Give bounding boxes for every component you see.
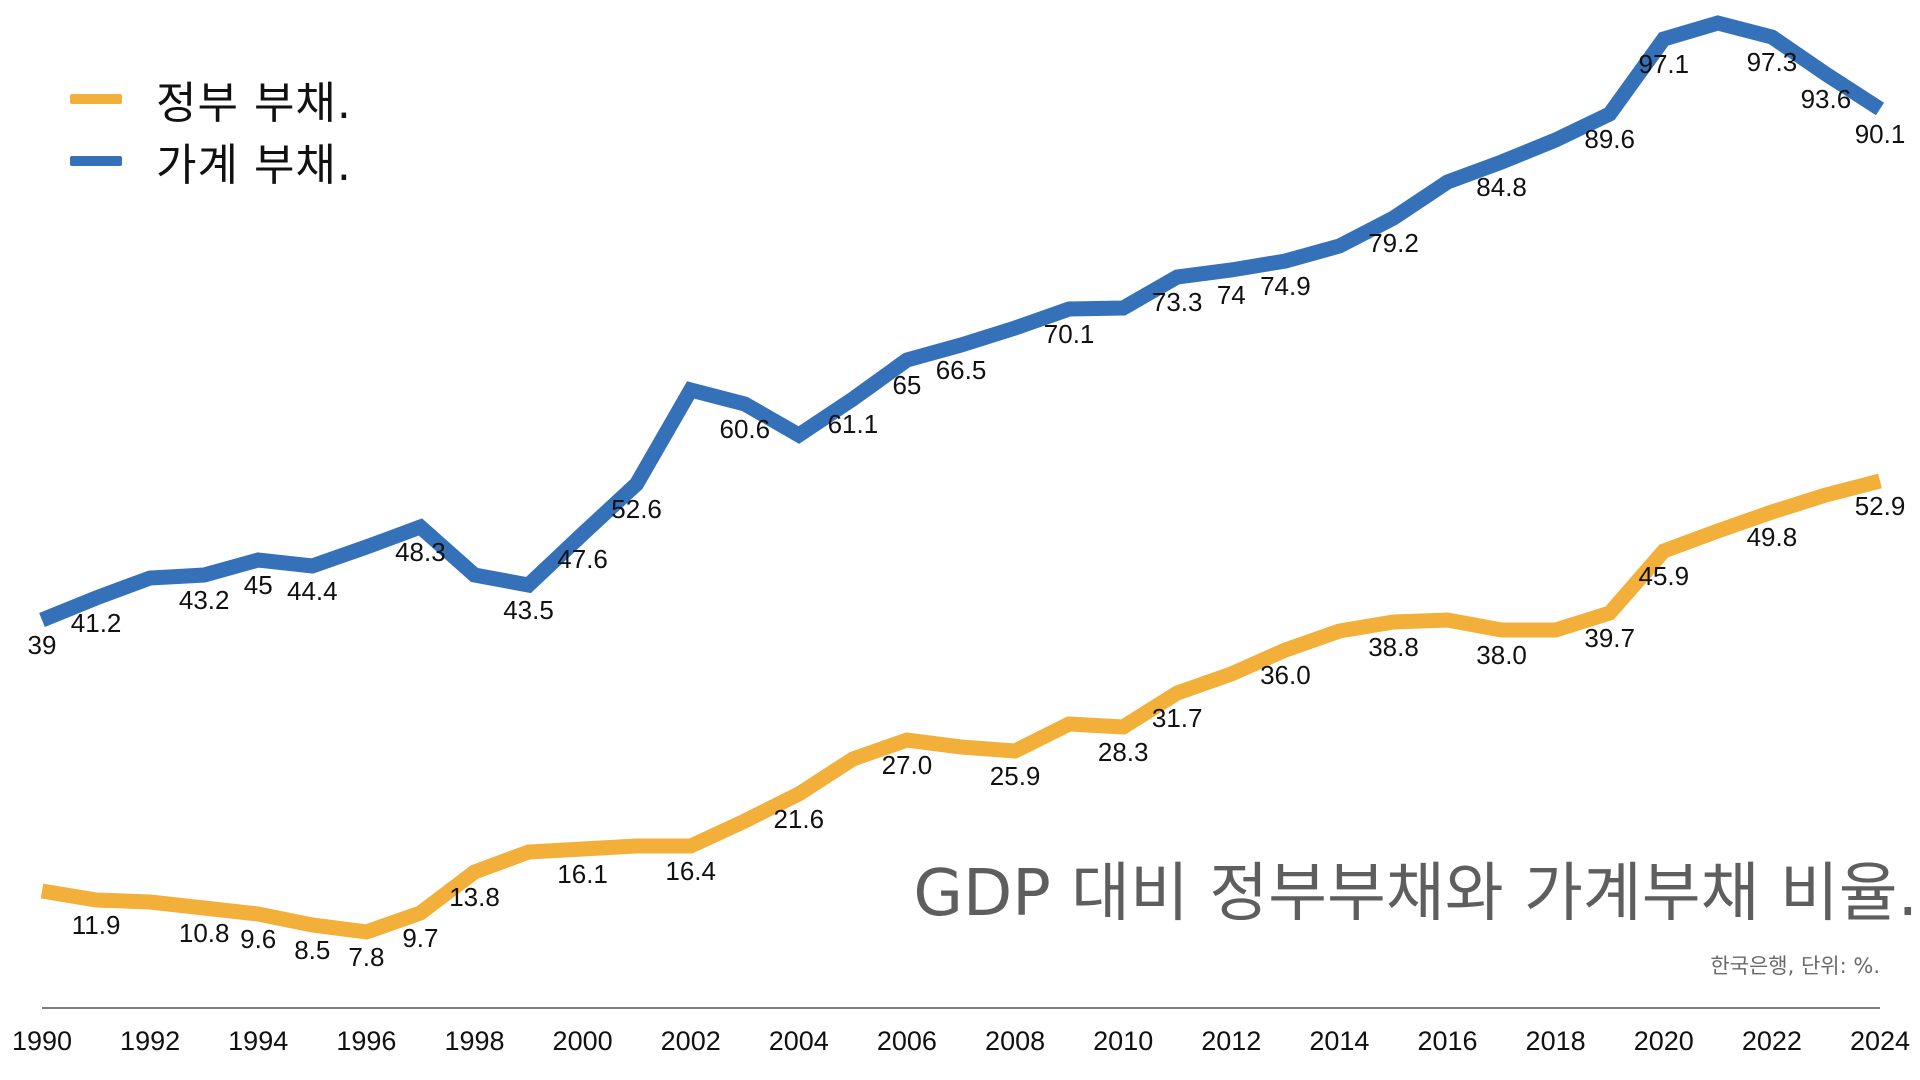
data-label: 74	[1217, 280, 1246, 310]
x-tick-label: 2016	[1417, 1026, 1477, 1056]
data-label-layer: 11.9 10.8 9.6 8.5 7.8 9.7 13.8 16.1 16.4 21.6 27.0…	[28, 47, 1906, 972]
data-label: 97.3	[1747, 47, 1798, 77]
data-label: 73.3	[1152, 287, 1203, 317]
x-tick-label: 2006	[877, 1026, 937, 1056]
data-label: 25.9	[990, 761, 1041, 791]
data-label: 79.2	[1368, 228, 1419, 258]
data-label: 27.0	[882, 750, 933, 780]
legend: 정부 부채. 가계 부채.	[70, 68, 352, 192]
legend-item-household-debt: 가계 부채.	[70, 130, 352, 192]
data-label: 48.3	[395, 537, 446, 567]
data-label: 43.5	[503, 595, 554, 625]
data-label: 21.6	[773, 804, 824, 834]
data-label: 41.2	[71, 608, 122, 638]
data-label: 93.6	[1801, 84, 1852, 114]
data-label: 13.8	[449, 882, 500, 912]
data-label: 9.7	[402, 923, 438, 953]
x-tick-label: 1990	[12, 1026, 72, 1056]
data-label: 60.6	[719, 414, 770, 444]
x-tick-label: 2020	[1634, 1026, 1694, 1056]
data-label: 97.1	[1638, 49, 1689, 79]
data-label: 44.4	[287, 576, 338, 606]
x-tick-layer: 1990 1992 1994 1996 1998 2000 2002 2004 2006 2008…	[12, 1026, 1910, 1056]
data-label: 16.1	[557, 859, 608, 889]
data-label: 36.0	[1260, 660, 1311, 690]
data-label: 8.5	[294, 935, 330, 965]
data-label: 74.9	[1260, 271, 1311, 301]
series-layer	[39, 15, 1885, 940]
x-tick-label: 2018	[1526, 1026, 1586, 1056]
data-label: 31.7	[1152, 703, 1203, 733]
data-label: 66.5	[936, 355, 987, 385]
legend-swatch-government	[70, 94, 122, 104]
data-label: 61.1	[828, 409, 879, 439]
data-label: 65	[892, 370, 921, 400]
data-label: 11.9	[72, 910, 121, 940]
x-tick-label: 1996	[336, 1026, 396, 1056]
data-label: 89.6	[1584, 124, 1635, 154]
data-label: 52.9	[1855, 491, 1906, 521]
legend-item-government-debt: 정부 부채.	[70, 68, 352, 130]
data-label: 7.8	[348, 942, 384, 972]
x-tick-label: 1992	[120, 1026, 180, 1056]
x-tick-label: 2022	[1742, 1026, 1802, 1056]
data-label: 9.6	[240, 924, 276, 954]
x-tick-label: 2000	[553, 1026, 613, 1056]
legend-label-household: 가계 부채.	[156, 140, 352, 191]
data-label: 90.1	[1855, 119, 1906, 149]
data-label: 45	[244, 570, 273, 600]
x-tick-label: 1998	[444, 1026, 504, 1056]
x-tick-label: 2014	[1309, 1026, 1369, 1056]
data-label: 43.2	[179, 585, 230, 615]
data-label: 39.7	[1584, 623, 1635, 653]
x-tick-label: 2002	[661, 1026, 721, 1056]
x-tick-label: 2004	[769, 1026, 829, 1056]
x-tick-label: 1994	[228, 1026, 288, 1056]
data-label: 10.8	[179, 918, 230, 948]
x-tick-label: 2010	[1093, 1026, 1153, 1056]
x-tick-label: 2008	[985, 1026, 1045, 1056]
data-label: 84.8	[1476, 172, 1527, 202]
series-line-government-debt	[40, 473, 1882, 940]
data-label: 70.1	[1044, 319, 1095, 349]
data-label: 45.9	[1638, 561, 1689, 591]
legend-label-government: 정부 부채.	[156, 78, 352, 129]
data-label: 39	[28, 630, 57, 660]
data-label: 16.4	[665, 856, 716, 886]
data-label: 38.8	[1368, 632, 1419, 662]
data-label: 47.6	[557, 544, 608, 574]
data-label: 28.3	[1098, 737, 1149, 767]
data-label: 49.8	[1747, 522, 1798, 552]
series-line-household-debt	[39, 15, 1885, 627]
legend-swatch-household	[70, 156, 122, 166]
x-tick-label: 2024	[1850, 1026, 1910, 1056]
data-label: 52.6	[611, 494, 662, 524]
data-label: 38.0	[1476, 640, 1527, 670]
source-note: 한국은행, 단위: %.	[1710, 954, 1880, 978]
chart-title: GDP 대비 정부부채와 가계부채 비율.	[913, 857, 1918, 931]
x-tick-label: 2012	[1201, 1026, 1261, 1056]
